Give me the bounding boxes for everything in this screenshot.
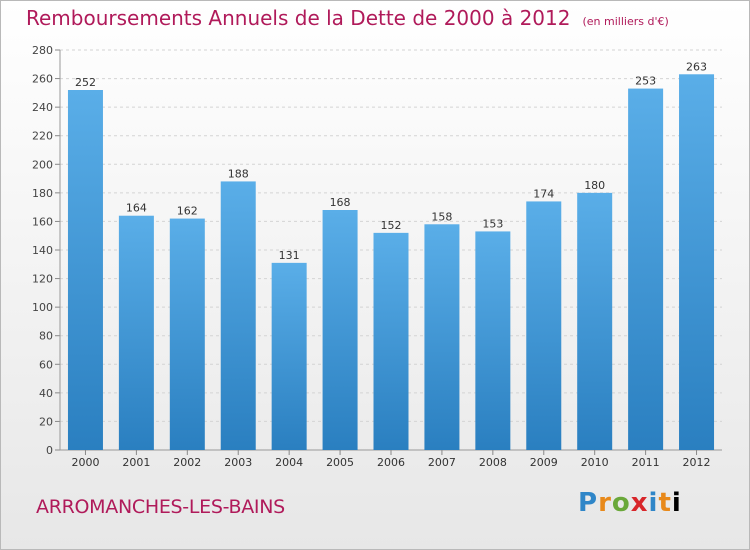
x-tick-label: 2006: [377, 456, 405, 469]
x-tick-label: 2008: [479, 456, 507, 469]
bar-value-label: 168: [330, 196, 351, 209]
y-tick-label: 40: [39, 387, 53, 400]
bar-value-label: 253: [635, 75, 656, 88]
y-tick-label: 120: [32, 273, 53, 286]
bar-value-label: 131: [279, 249, 300, 262]
bar: [118, 215, 154, 450]
bar-value-label: 252: [75, 76, 96, 89]
y-tick-label: 20: [39, 415, 53, 428]
bar: [526, 201, 562, 450]
x-tick-label: 2005: [326, 456, 354, 469]
bar: [577, 192, 613, 450]
x-tick-label: 2009: [530, 456, 558, 469]
bar-value-label: 152: [381, 219, 402, 232]
bar: [628, 88, 664, 451]
y-tick-label: 0: [46, 444, 53, 457]
x-tick-label: 2004: [275, 456, 303, 469]
chart-subtitle: (en milliers d'€): [582, 15, 669, 28]
bar: [679, 74, 715, 451]
bar-value-label: 158: [431, 210, 452, 223]
chart-title: Remboursements Annuels de la Dette de 20…: [26, 6, 571, 30]
bar: [220, 181, 256, 450]
bar-value-label: 164: [126, 202, 147, 215]
bar-value-label: 188: [228, 167, 249, 180]
y-tick-label: 100: [32, 301, 53, 314]
bar: [373, 232, 409, 450]
x-tick-label: 2011: [632, 456, 660, 469]
x-tick-label: 2000: [71, 456, 99, 469]
y-tick-label: 140: [32, 244, 53, 257]
proxiti-logo: Proxiti: [578, 488, 682, 518]
x-tick-label: 2012: [683, 456, 711, 469]
commune-name: ARROMANCHES-LES-BAINS: [36, 496, 285, 518]
title-row: Remboursements Annuels de la Dette de 20…: [26, 6, 669, 30]
bar: [322, 210, 358, 450]
x-tick-label: 2002: [173, 456, 201, 469]
x-tick-label: 2007: [428, 456, 456, 469]
bar-value-label: 174: [533, 187, 554, 200]
x-tick-label: 2010: [581, 456, 609, 469]
bar: [424, 224, 460, 450]
x-tick-label: 2003: [224, 456, 252, 469]
y-tick-label: 200: [32, 158, 53, 171]
y-tick-label: 60: [39, 358, 53, 371]
bar: [475, 231, 511, 450]
bar-value-label: 263: [686, 60, 707, 73]
y-tick-label: 180: [32, 187, 53, 200]
y-tick-label: 220: [32, 130, 53, 143]
bar: [271, 262, 307, 450]
y-tick-label: 80: [39, 330, 53, 343]
bar: [67, 90, 103, 450]
bar-value-label: 180: [584, 179, 605, 192]
x-tick-label: 2001: [122, 456, 150, 469]
y-tick-label: 260: [32, 73, 53, 86]
bar-value-label: 153: [482, 217, 503, 230]
bar: [169, 218, 205, 450]
bar-value-label: 162: [177, 205, 198, 218]
y-tick-label: 280: [32, 44, 53, 57]
y-tick-label: 160: [32, 215, 53, 228]
y-tick-label: 240: [32, 101, 53, 114]
